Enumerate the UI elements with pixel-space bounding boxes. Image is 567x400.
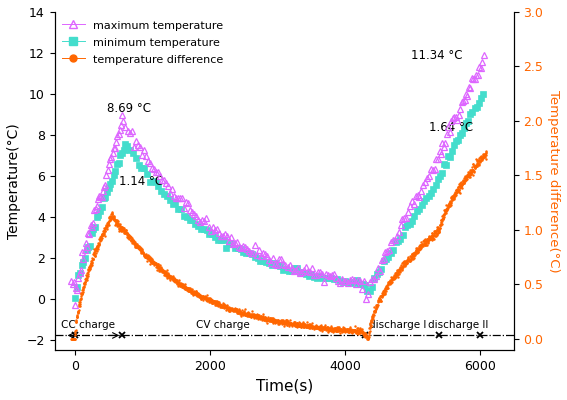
Text: discharge I: discharge I [369,320,426,330]
Text: 1.14 °C: 1.14 °C [120,175,163,188]
Text: 1.64 °C: 1.64 °C [429,121,473,134]
Legend: maximum temperature, minimum temperature, temperature difference: maximum temperature, minimum temperature… [60,18,226,67]
Text: CC charge: CC charge [61,320,115,330]
Text: CV charge: CV charge [197,320,250,330]
Text: 8.69 °C: 8.69 °C [107,102,151,115]
Text: discharge II: discharge II [428,320,489,330]
Y-axis label: Temperature difference(°C): Temperature difference(°C) [547,90,560,272]
Text: 11.34 °C: 11.34 °C [411,49,463,62]
Y-axis label: Temperature(°C): Temperature(°C) [7,123,21,239]
X-axis label: Time(s): Time(s) [256,378,313,393]
